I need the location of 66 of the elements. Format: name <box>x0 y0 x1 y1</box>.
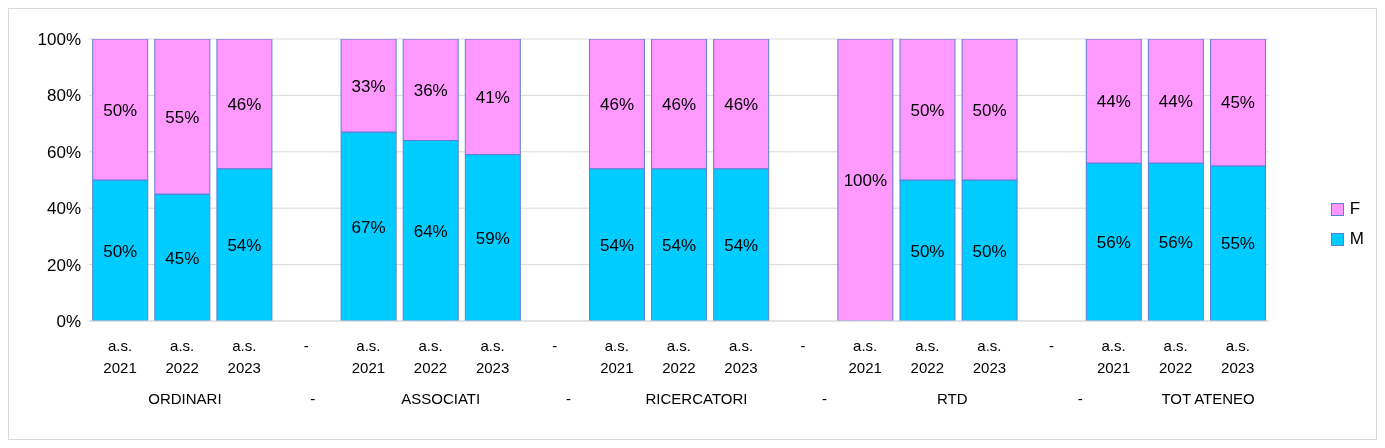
text: TOT ATENEO <box>1160 390 1256 407</box>
y-tick-label: 20% <box>46 255 81 275</box>
data-label: 50% <box>103 100 138 120</box>
x-tick-label: a.s. 2023 <box>972 337 1007 376</box>
text: - <box>566 390 572 407</box>
bar <box>837 39 894 321</box>
x-tick-label: a.s. 2021 <box>848 337 882 376</box>
x-tick-label: a.s. 2023 <box>1221 337 1255 376</box>
y-tick-label: 100% <box>37 30 81 50</box>
text: - <box>1077 390 1083 407</box>
x-tick-label: a.s. 2021 <box>103 337 137 376</box>
data-label: 59% <box>475 228 510 248</box>
y-tick-label: 60% <box>46 142 81 162</box>
data-label: 45% <box>1220 93 1255 113</box>
data-label: 45% <box>165 248 200 268</box>
data-label: 33% <box>351 76 386 96</box>
data-label: 44% <box>1096 92 1131 112</box>
x-tick-label: - <box>800 337 806 354</box>
data-label: 46% <box>227 94 262 114</box>
text: - <box>821 390 827 407</box>
x-tick-label: a.s. 2021 <box>351 337 386 376</box>
data-label: 41% <box>475 87 510 107</box>
x-tick-label: - <box>1048 337 1054 354</box>
data-label: 50% <box>972 100 1007 120</box>
data-label: 50% <box>910 241 945 261</box>
x-tick-label: a.s. 2021 <box>600 337 634 376</box>
data-label: 56% <box>1158 233 1193 253</box>
data-label: 46% <box>662 94 697 114</box>
data-label: 46% <box>599 94 635 114</box>
x-tick-label: a.s. 2022 <box>910 337 944 376</box>
text: ORDINARI <box>147 390 223 407</box>
y-tick-label: 40% <box>46 199 81 219</box>
data-label: 54% <box>599 235 635 255</box>
data-label: 67% <box>351 217 386 237</box>
x-tick-label: a.s. 2022 <box>662 337 696 376</box>
text: ASSOCIATI <box>400 390 482 407</box>
text: - <box>310 390 316 407</box>
text: RICERCATORI <box>644 390 749 407</box>
x-tick-label: a.s. 2023 <box>227 337 261 376</box>
y-tick-label: 0% <box>56 312 81 332</box>
legend-label: F <box>1349 199 1361 219</box>
data-label: 50% <box>103 241 138 261</box>
data-label: 50% <box>972 241 1007 261</box>
data-label: 56% <box>1096 233 1131 253</box>
data-label: 55% <box>1220 234 1255 254</box>
data-label: 36% <box>413 80 448 100</box>
legend-label: M <box>1349 229 1364 249</box>
x-tick-label: a.s. 2023 <box>475 337 510 376</box>
x-tick-label: a.s. 2022 <box>413 337 448 376</box>
x-tick-label: a.s. 2022 <box>165 337 199 376</box>
data-label: 54% <box>662 235 697 255</box>
x-tick-label: a.s. 2023 <box>724 337 758 376</box>
x-tick-label: - <box>303 337 309 354</box>
text: RTD <box>936 390 969 407</box>
data-label: 46% <box>724 94 759 114</box>
data-label: 100% <box>843 171 888 191</box>
data-label: 44% <box>1158 92 1193 112</box>
x-tick-label: a.s. 2022 <box>1159 337 1193 376</box>
data-label: 54% <box>724 235 759 255</box>
x-tick-label: - <box>552 337 558 354</box>
data-label: 50% <box>910 100 945 120</box>
x-tick-label: a.s. 2021 <box>1096 337 1131 376</box>
data-label: 55% <box>165 107 200 127</box>
data-label: 64% <box>413 221 448 241</box>
y-tick-label: 80% <box>46 86 81 106</box>
data-label: 54% <box>227 235 262 255</box>
